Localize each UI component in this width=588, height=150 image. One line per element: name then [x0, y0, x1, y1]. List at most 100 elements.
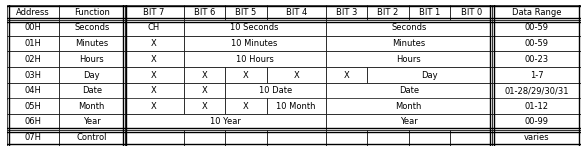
Text: Seconds: Seconds: [74, 24, 109, 33]
Text: X: X: [151, 86, 157, 95]
Bar: [7, 130, 59, 146]
Text: X: X: [343, 70, 349, 80]
Text: Control: Control: [76, 133, 107, 142]
Text: 00H: 00H: [25, 24, 41, 33]
Bar: [125, 36, 183, 51]
Text: BIT 0: BIT 0: [460, 8, 482, 17]
Text: Year: Year: [83, 117, 101, 126]
Text: X: X: [243, 102, 249, 111]
Bar: [183, 4, 225, 20]
Bar: [326, 51, 492, 67]
Bar: [7, 51, 59, 67]
Text: X: X: [151, 55, 157, 64]
Bar: [492, 51, 581, 67]
Text: Day: Day: [83, 70, 100, 80]
Text: BIT 7: BIT 7: [143, 8, 165, 17]
Text: 02H: 02H: [25, 55, 41, 64]
Text: 00-59: 00-59: [524, 39, 549, 48]
Bar: [183, 20, 326, 36]
Text: Month: Month: [79, 102, 105, 111]
Bar: [450, 130, 492, 146]
Text: 06H: 06H: [24, 117, 41, 126]
Bar: [59, 20, 125, 36]
Text: BIT 2: BIT 2: [377, 8, 399, 17]
Text: CH: CH: [148, 24, 161, 33]
Text: 01-12: 01-12: [524, 102, 549, 111]
Text: 10 Date: 10 Date: [259, 86, 292, 95]
Bar: [492, 20, 581, 36]
Text: X: X: [202, 70, 207, 80]
Bar: [7, 99, 59, 114]
Text: Hours: Hours: [79, 55, 104, 64]
Bar: [492, 130, 581, 146]
Text: Year: Year: [400, 117, 417, 126]
Text: Address: Address: [16, 8, 50, 17]
Bar: [59, 67, 125, 83]
Bar: [7, 36, 59, 51]
Bar: [183, 99, 225, 114]
Bar: [59, 114, 125, 130]
Bar: [125, 20, 183, 36]
Bar: [409, 130, 450, 146]
Text: Function: Function: [74, 8, 109, 17]
Bar: [225, 130, 267, 146]
Bar: [326, 67, 367, 83]
Bar: [267, 130, 326, 146]
Text: 00-59: 00-59: [524, 24, 549, 33]
Bar: [326, 36, 492, 51]
Text: 10 Hours: 10 Hours: [236, 55, 273, 64]
Text: BIT 6: BIT 6: [193, 8, 215, 17]
Bar: [125, 114, 326, 130]
Bar: [59, 51, 125, 67]
Text: BIT 4: BIT 4: [286, 8, 307, 17]
Text: 01H: 01H: [25, 39, 41, 48]
Text: BIT 5: BIT 5: [235, 8, 256, 17]
Bar: [326, 130, 367, 146]
Bar: [267, 99, 326, 114]
Bar: [326, 83, 492, 99]
Text: X: X: [151, 102, 157, 111]
Text: 10 Month: 10 Month: [276, 102, 316, 111]
Text: Minutes: Minutes: [75, 39, 108, 48]
Text: Month: Month: [396, 102, 422, 111]
Text: 00-99: 00-99: [524, 117, 549, 126]
Text: 01-28/29/30/31: 01-28/29/30/31: [505, 86, 569, 95]
Bar: [125, 99, 183, 114]
Text: Seconds: Seconds: [391, 24, 426, 33]
Text: 07H: 07H: [24, 133, 41, 142]
Text: X: X: [293, 70, 299, 80]
Bar: [225, 67, 267, 83]
Bar: [225, 83, 326, 99]
Text: 10 Year: 10 Year: [210, 117, 240, 126]
Text: 00-23: 00-23: [524, 55, 549, 64]
Text: X: X: [202, 86, 207, 95]
Text: 05H: 05H: [25, 102, 41, 111]
Bar: [7, 67, 59, 83]
Bar: [492, 83, 581, 99]
Bar: [367, 4, 409, 20]
Bar: [183, 130, 225, 146]
Bar: [367, 67, 492, 83]
Text: Date: Date: [399, 86, 419, 95]
Bar: [267, 67, 326, 83]
Text: Data Range: Data Range: [512, 8, 561, 17]
Text: BIT 3: BIT 3: [336, 8, 357, 17]
Bar: [326, 114, 492, 130]
Bar: [492, 67, 581, 83]
Text: 10 Seconds: 10 Seconds: [230, 24, 279, 33]
Bar: [492, 4, 581, 20]
Bar: [183, 83, 225, 99]
Bar: [326, 99, 492, 114]
Bar: [59, 4, 125, 20]
Bar: [367, 130, 409, 146]
Text: BIT 1: BIT 1: [419, 8, 440, 17]
Text: X: X: [151, 70, 157, 80]
Bar: [183, 51, 326, 67]
Bar: [492, 36, 581, 51]
Bar: [183, 36, 326, 51]
Text: Hours: Hours: [396, 55, 421, 64]
Text: 04H: 04H: [25, 86, 41, 95]
Bar: [326, 20, 492, 36]
Text: varies: varies: [524, 133, 549, 142]
Bar: [492, 99, 581, 114]
